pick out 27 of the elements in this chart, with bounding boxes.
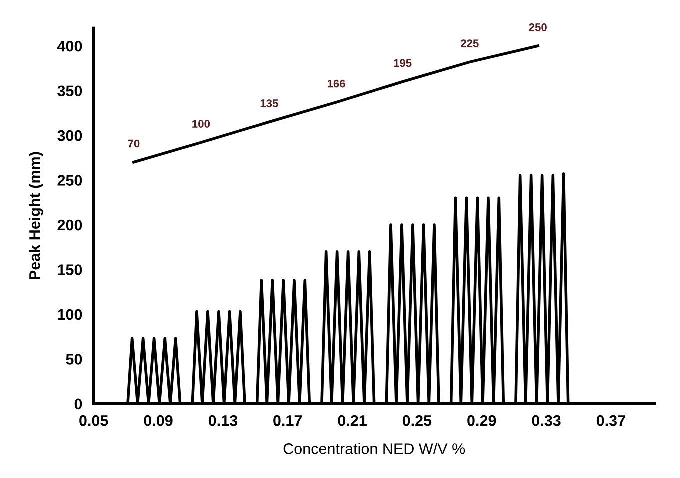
x-tick-label: 0.29 xyxy=(468,415,496,426)
y-tick-label: 0 xyxy=(74,398,82,410)
x-tick-label: 0.21 xyxy=(338,415,367,426)
y-tick-label: 300 xyxy=(58,130,82,142)
x-tick-label: 0.05 xyxy=(80,415,108,426)
y-tick-label: 100 xyxy=(58,309,82,320)
y-tick-label: 250 xyxy=(58,175,82,186)
annotation: 100 xyxy=(192,120,210,128)
y-axis-title: Peak Height (mm) xyxy=(29,152,44,280)
x-tick-label: 0.25 xyxy=(402,415,432,426)
annotation: 195 xyxy=(394,59,412,68)
y-tick-label: 200 xyxy=(58,220,82,231)
x-tick-label: 0.37 xyxy=(596,415,626,426)
annotation: 166 xyxy=(328,80,346,88)
y-tick-label: 150 xyxy=(58,264,82,276)
annotation: 70 xyxy=(128,140,140,148)
x-tick-label: 0.33 xyxy=(532,415,561,426)
annotation: 225 xyxy=(461,40,479,48)
annotation: 250 xyxy=(529,24,547,32)
x-tick-label: 0.13 xyxy=(208,415,238,426)
x-tick-label: 0.09 xyxy=(144,415,173,426)
x-tick-label: 0.17 xyxy=(274,415,302,426)
y-tick-label: 50 xyxy=(66,354,82,365)
x-axis-title: Concentration NED W/V % xyxy=(284,443,466,454)
y-tick-label: 350 xyxy=(58,86,82,97)
annotation: 135 xyxy=(260,100,278,108)
y-tick-label: 400 xyxy=(57,40,82,52)
